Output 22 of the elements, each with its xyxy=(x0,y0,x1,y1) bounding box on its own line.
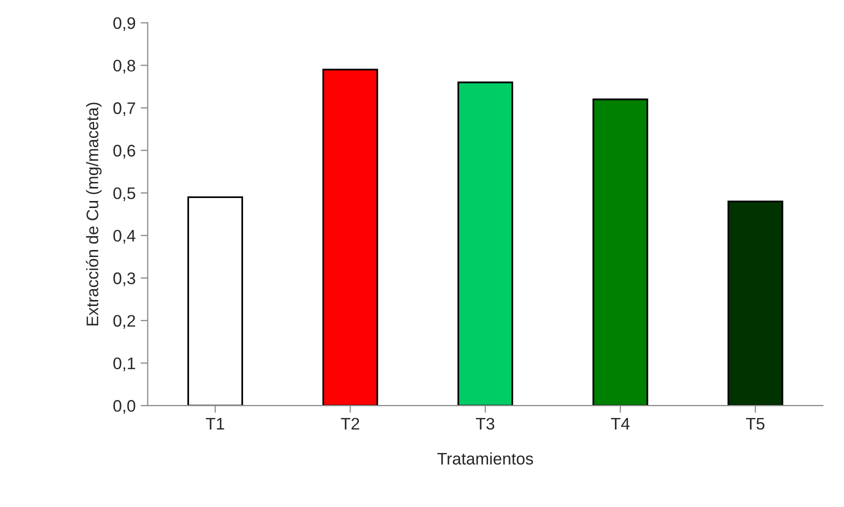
bar xyxy=(457,82,514,406)
bar xyxy=(322,68,378,406)
y-tick-label: 0,7 xyxy=(113,102,136,116)
y-tick-label: 0,1 xyxy=(113,357,136,372)
y-axis-title: Extracción de Cu (mg/maceta) xyxy=(86,102,102,326)
y-tick-label: 0,2 xyxy=(113,314,136,329)
y-tick-label: 0,5 xyxy=(113,187,136,202)
y-tick-label: 0,6 xyxy=(113,144,136,159)
y-tick-label: 0,9 xyxy=(113,17,136,31)
bar xyxy=(728,200,784,406)
x-tick-label: T5 xyxy=(746,418,764,430)
y-tick-label: 0,3 xyxy=(113,272,136,286)
x-tick-label: T3 xyxy=(476,418,494,430)
y-tick-label: 0,8 xyxy=(113,60,136,74)
y-tick-label: 0,4 xyxy=(113,230,136,244)
bar xyxy=(187,196,244,406)
x-tick-label: T4 xyxy=(610,418,630,430)
x-tick-label: T1 xyxy=(206,418,224,430)
y-tick-label: 0,0 xyxy=(113,400,136,414)
x-axis-title: Tratamientos xyxy=(437,452,534,465)
bar xyxy=(592,98,648,406)
x-tick-label: T2 xyxy=(340,418,360,430)
